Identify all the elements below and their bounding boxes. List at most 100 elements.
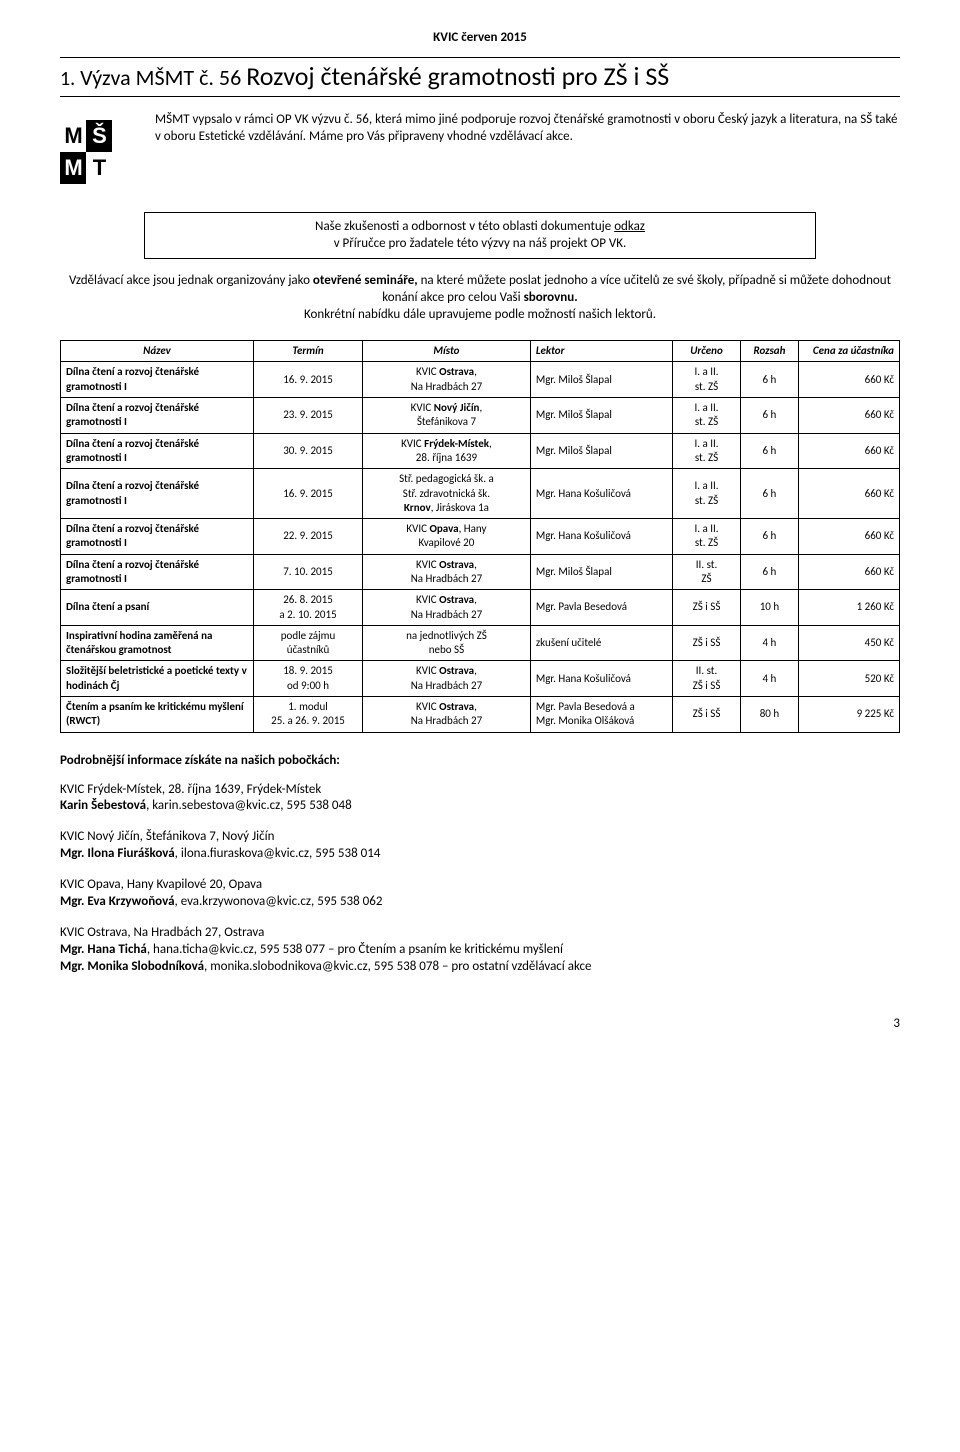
cell-misto: na jednotlivých ZŠnebo SŠ	[363, 625, 531, 661]
cell-urceno: ZŠ i SŠ	[673, 590, 740, 626]
cell-nazev: Dílna čtení a rozvoj čtenářské gramotnos…	[61, 433, 254, 469]
heading-prefix: Výzva MŠMT č. 56	[80, 64, 246, 91]
cell-cena: 1 260 Kč	[799, 590, 900, 626]
cell-termin: 7. 10. 2015	[253, 554, 362, 590]
logo-cell: M	[60, 152, 86, 184]
page-header: KVIC červen 2015	[60, 30, 900, 47]
cell-urceno: II. st.ZŠ i SŠ	[673, 661, 740, 697]
cell-cena: 660 Kč	[799, 433, 900, 469]
cell-rozsah: 80 h	[740, 697, 799, 733]
col-nazev: Název	[61, 341, 254, 362]
cell-lektor: Mgr. Miloš Šlapal	[530, 398, 673, 434]
cell-urceno: ZŠ i SŠ	[673, 697, 740, 733]
col-rozsah: Rozsah	[740, 341, 799, 362]
table-row: Čtením a psaním ke kritickému myšlení (R…	[61, 697, 900, 733]
cell-urceno: I. a II.st. ZŠ	[673, 398, 740, 434]
cell-termin: podle zájmuúčastníků	[253, 625, 362, 661]
cell-cena: 520 Kč	[799, 661, 900, 697]
cell-lektor: Mgr. Pavla Besedová	[530, 590, 673, 626]
cell-misto: KVIC Ostrava,Na Hradbách 27	[363, 661, 531, 697]
cell-termin: 18. 9. 2015od 9:00 h	[253, 661, 362, 697]
table-row: Inspirativní hodina zaměřená na čtenářsk…	[61, 625, 900, 661]
cell-urceno: I. a II.st. ZŠ	[673, 519, 740, 555]
cell-misto: KVIC Nový Jičín,Štefánikova 7	[363, 398, 531, 434]
cell-lektor: Mgr. Hana Košuličová	[530, 519, 673, 555]
cell-lektor: zkušení učitelé	[530, 625, 673, 661]
cell-rozsah: 6 h	[740, 554, 799, 590]
cell-nazev: Inspirativní hodina zaměřená na čtenářsk…	[61, 625, 254, 661]
cell-lektor: Mgr. Hana Košuličová	[530, 661, 673, 697]
cell-rozsah: 6 h	[740, 362, 799, 398]
cell-termin: 16. 9. 2015	[253, 469, 362, 519]
table-header-row: Název Termín Místo Lektor Určeno Rozsah …	[61, 341, 900, 362]
cell-misto: KVIC Ostrava,Na Hradbách 27	[363, 697, 531, 733]
cell-misto: KVIC Ostrava,Na Hradbách 27	[363, 554, 531, 590]
cell-termin: 1. modul25. a 26. 9. 2015	[253, 697, 362, 733]
table-row: Dílna čtení a rozvoj čtenářské gramotnos…	[61, 433, 900, 469]
table-row: Dílna čtení a rozvoj čtenářské gramotnos…	[61, 362, 900, 398]
cell-urceno: I. a II.st. ZŠ	[673, 362, 740, 398]
col-lektor: Lektor	[530, 341, 673, 362]
contacts-title: Podrobnější informace získáte na našich …	[60, 753, 900, 770]
cell-termin: 26. 8. 2015a 2. 10. 2015	[253, 590, 362, 626]
cell-misto: KVIC Ostrava,Na Hradbách 27	[363, 590, 531, 626]
cell-nazev: Složitější beletristické a poetické text…	[61, 661, 254, 697]
msmt-logo: M Š M T	[60, 112, 140, 192]
cell-nazev: Dílna čtení a rozvoj čtenářské gramotnos…	[61, 398, 254, 434]
cell-urceno: II. st.ZŠ	[673, 554, 740, 590]
box-link[interactable]: odkaz	[614, 219, 645, 234]
cell-nazev: Dílna čtení a rozvoj čtenářské gramotnos…	[61, 469, 254, 519]
cell-termin: 23. 9. 2015	[253, 398, 362, 434]
cell-rozsah: 6 h	[740, 469, 799, 519]
cell-urceno: I. a II.st. ZŠ	[673, 469, 740, 519]
cell-rozsah: 4 h	[740, 625, 799, 661]
logo-cell: T	[86, 152, 112, 184]
cell-rozsah: 6 h	[740, 398, 799, 434]
col-misto: Místo	[363, 341, 531, 362]
cell-rozsah: 6 h	[740, 519, 799, 555]
contact-block: KVIC Opava, Hany Kvapilové 20, OpavaMgr.…	[60, 877, 900, 911]
box-text-1: Naše zkušenosti a odbornost v této oblas…	[315, 219, 614, 234]
cell-cena: 660 Kč	[799, 398, 900, 434]
cell-misto: KVIC Opava, HanyKvapilové 20	[363, 519, 531, 555]
cell-cena: 450 Kč	[799, 625, 900, 661]
table-row: Složitější beletristické a poetické text…	[61, 661, 900, 697]
cell-lektor: Mgr. Hana Košuličová	[530, 469, 673, 519]
col-cena: Cena za účastníka	[799, 341, 900, 362]
cell-nazev: Dílna čtení a rozvoj čtenářské gramotnos…	[61, 554, 254, 590]
contact-block: KVIC Frýdek-Místek, 28. října 1639, Frýd…	[60, 782, 900, 816]
cell-nazev: Čtením a psaním ke kritickému myšlení (R…	[61, 697, 254, 733]
col-urceno: Určeno	[673, 341, 740, 362]
cell-termin: 22. 9. 2015	[253, 519, 362, 555]
contact-block: KVIC Ostrava, Na Hradbách 27, OstravaMgr…	[60, 925, 900, 976]
table-row: Dílna čtení a rozvoj čtenářské gramotnos…	[61, 554, 900, 590]
table-row: Dílna čtení a rozvoj čtenářské gramotnos…	[61, 519, 900, 555]
cell-urceno: I. a II.st. ZŠ	[673, 433, 740, 469]
cell-rozsah: 4 h	[740, 661, 799, 697]
intro-paragraph: MŠMT vypsalo v rámci OP VK výzvu č. 56, …	[155, 112, 900, 146]
cell-termin: 30. 9. 2015	[253, 433, 362, 469]
logo-cell: Š	[86, 120, 112, 152]
cell-lektor: Mgr. Miloš Šlapal	[530, 362, 673, 398]
cell-misto: KVIC Ostrava,Na Hradbách 27	[363, 362, 531, 398]
cell-lektor: Mgr. Miloš Šlapal	[530, 433, 673, 469]
heading-number: 1.	[60, 67, 75, 91]
cell-termin: 16. 9. 2015	[253, 362, 362, 398]
col-termin: Termín	[253, 341, 362, 362]
cell-urceno: ZŠ i SŠ	[673, 625, 740, 661]
cell-misto: Stř. pedagogická šk. aStř. zdravotnická …	[363, 469, 531, 519]
cell-cena: 660 Kč	[799, 554, 900, 590]
table-row: Dílna čtení a psaní26. 8. 2015a 2. 10. 2…	[61, 590, 900, 626]
cell-lektor: Mgr. Miloš Šlapal	[530, 554, 673, 590]
cell-cena: 660 Kč	[799, 519, 900, 555]
description-paragraph: Vzdělávací akce jsou jednak organizovány…	[60, 273, 900, 324]
contact-block: KVIC Nový Jičín, Štefánikova 7, Nový Jič…	[60, 829, 900, 863]
cell-misto: KVIC Frýdek-Místek,28. října 1639	[363, 433, 531, 469]
box-text-2: v Příručce pro žadatele této výzvy na ná…	[334, 236, 627, 251]
heading-main: Rozvoj čtenářské gramotnosti pro ZŠ i SŠ	[246, 60, 669, 92]
cell-nazev: Dílna čtení a psaní	[61, 590, 254, 626]
cell-cena: 660 Kč	[799, 362, 900, 398]
cell-nazev: Dílna čtení a rozvoj čtenářské gramotnos…	[61, 362, 254, 398]
courses-table: Název Termín Místo Lektor Určeno Rozsah …	[60, 340, 900, 733]
highlight-box: Naše zkušenosti a odbornost v této oblas…	[144, 212, 816, 260]
